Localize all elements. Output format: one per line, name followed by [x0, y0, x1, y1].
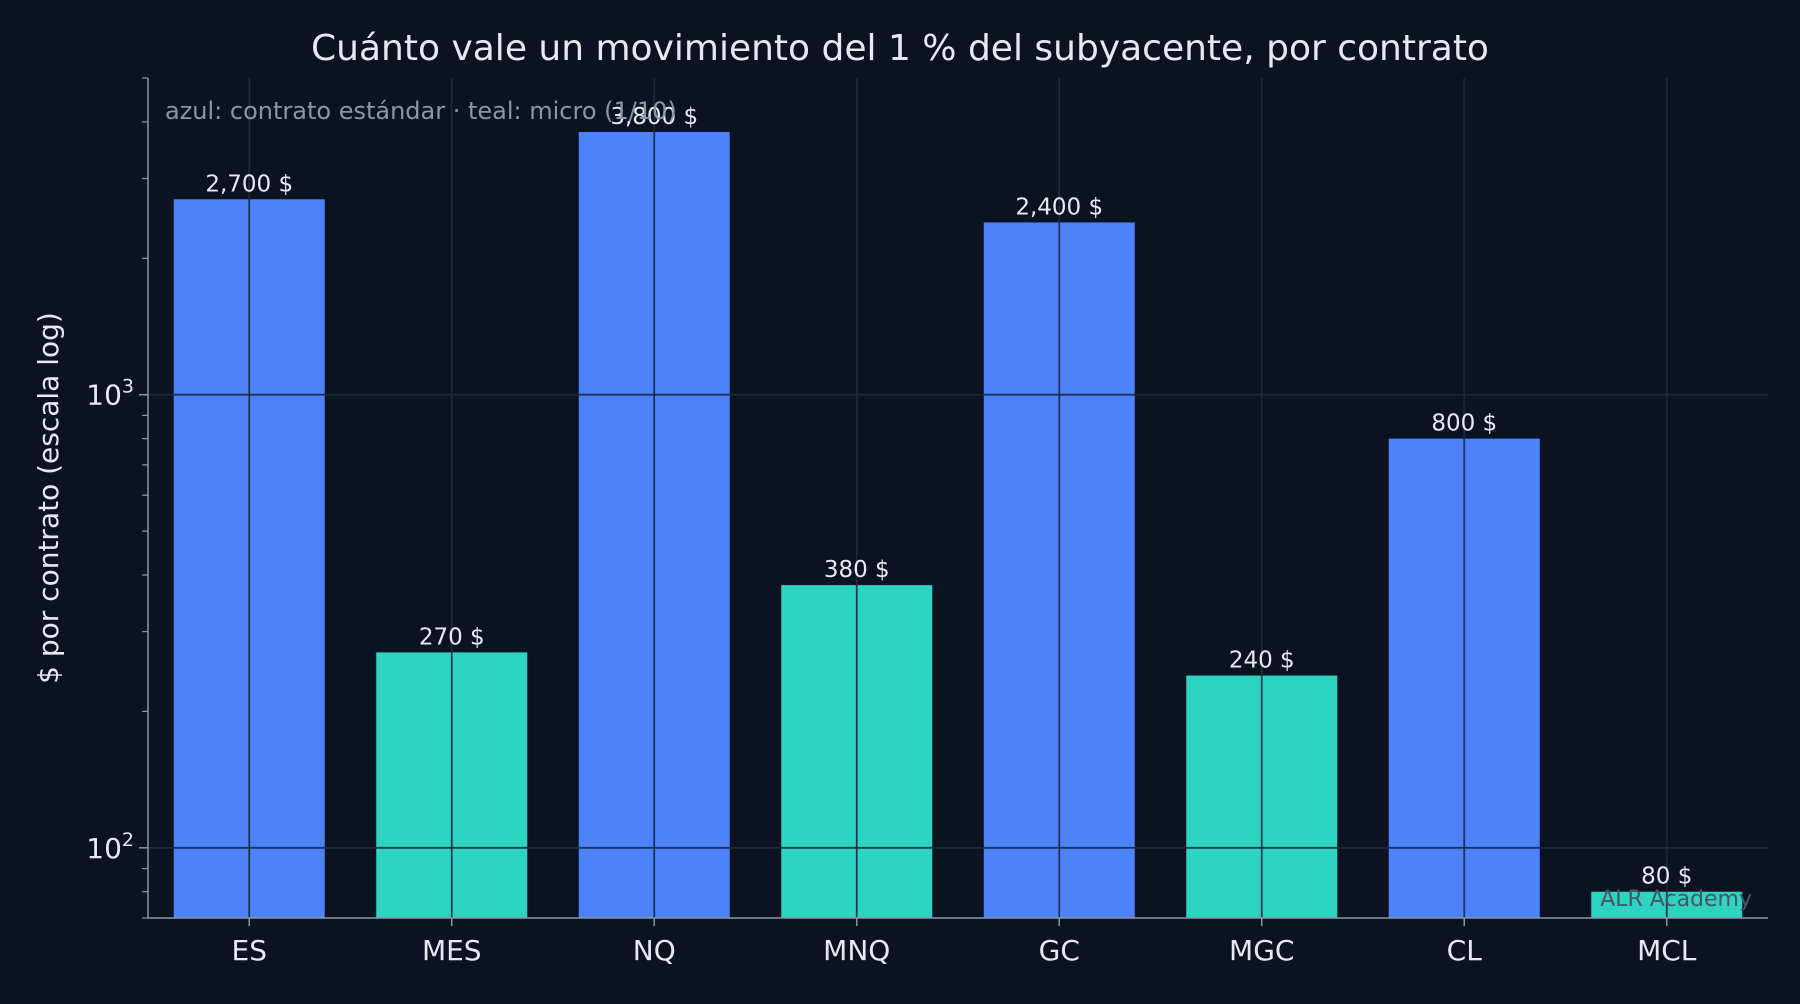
y-tick-label: 102 [86, 829, 134, 865]
data-label: 2,700 $ [205, 171, 293, 197]
data-label: 2,400 $ [1015, 194, 1103, 220]
y-axis-label: $ por contrato (escala log) [32, 312, 65, 684]
y-tick-label-exponent: 3 [122, 376, 134, 398]
x-tick-label: CL [1447, 934, 1483, 967]
y-tick-label-exponent: 2 [122, 829, 134, 851]
data-label: 270 $ [419, 624, 485, 650]
overlay-grid-layer [148, 78, 1768, 918]
data-label: 380 $ [824, 557, 890, 583]
y-tick-label-base: 10 [86, 379, 122, 412]
y-tick-label: 103 [86, 376, 134, 412]
axis-layer [139, 77, 1768, 926]
chart-title: Cuánto vale un movimiento del 1 % del su… [311, 28, 1489, 69]
x-tick-label: MNQ [823, 934, 890, 967]
x-tick-label: NQ [633, 934, 676, 967]
data-label: 240 $ [1229, 648, 1295, 674]
x-tick-label: MCL [1637, 934, 1697, 967]
x-tick-label: ES [232, 934, 267, 967]
x-tick-label: MES [422, 934, 482, 967]
series-annotation: azul: contrato estándar · teal: micro (1… [165, 97, 677, 125]
data-label: 80 $ [1641, 864, 1692, 890]
x-tick-label: MGC [1229, 934, 1294, 967]
y-tick-label-base: 10 [86, 832, 122, 865]
data-label: 3,800 $ [610, 104, 698, 130]
watermark: ALR Academy [1600, 887, 1752, 912]
data-label: 800 $ [1431, 411, 1497, 437]
x-tick-label: GC [1039, 934, 1080, 967]
